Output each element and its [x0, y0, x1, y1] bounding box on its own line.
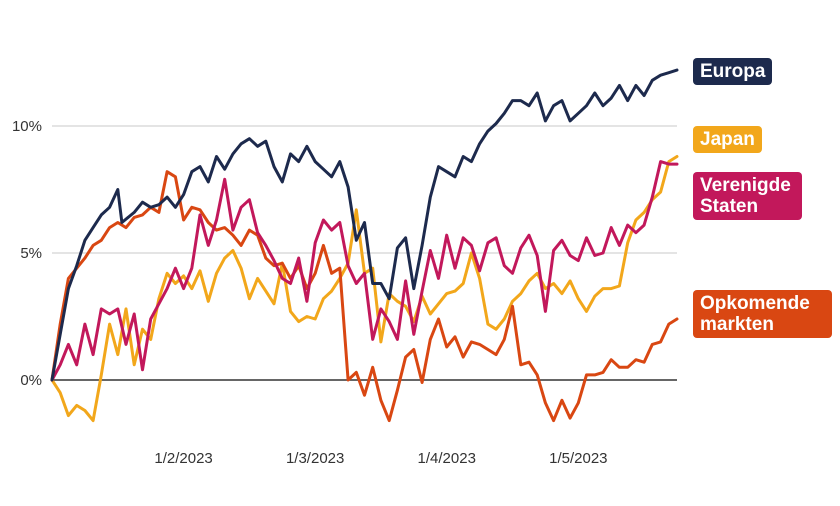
- x-tick-label: 1/3/2023: [286, 450, 344, 467]
- x-tick-label: 1/5/2023: [549, 450, 607, 467]
- y-axis-ticks: 0% 5% 10%: [12, 118, 42, 389]
- legend-opkomende-markten: Opkomende markten: [693, 290, 832, 338]
- y-tick-label: 0%: [20, 372, 42, 389]
- y-tick-label: 10%: [12, 118, 42, 135]
- legend-japan: Japan: [693, 126, 762, 153]
- x-tick-label: 1/4/2023: [418, 450, 476, 467]
- series-line-verenigde-staten: [50, 160, 679, 382]
- gridlines: [52, 125, 677, 381]
- legend-verenigde-staten: Verenigde Staten: [693, 172, 802, 220]
- x-tick-label: 1/2/2023: [154, 450, 212, 467]
- series-line-europa: [50, 68, 679, 382]
- y-tick-label: 5%: [20, 245, 42, 262]
- legend-europa: Europa: [693, 58, 773, 85]
- series-line-opkomende-markten: [50, 170, 679, 423]
- x-axis-ticks: 1/2/2023 1/3/2023 1/4/2023 1/5/2023: [154, 450, 607, 467]
- series-lines: [50, 68, 679, 423]
